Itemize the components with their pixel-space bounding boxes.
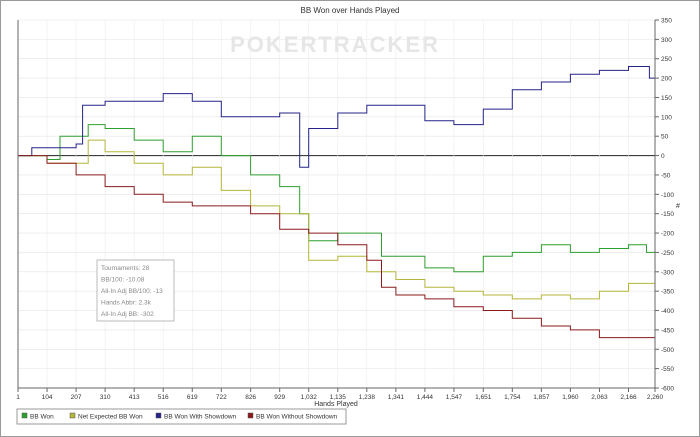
y-tick-label: -150 — [661, 211, 674, 218]
y-tick-label: -250 — [661, 250, 674, 257]
legend-label: BB Won Without Showdown — [256, 414, 338, 421]
stats-line: Hands Abbr: 2.3k — [101, 300, 152, 307]
stats-line: Tournaments: 28 — [101, 265, 150, 272]
x-tick-label: 619 — [187, 394, 198, 401]
x-tick-label: 1,547 — [446, 394, 463, 401]
y-tick-label: 350 — [661, 18, 672, 25]
x-tick-label: 2,063 — [591, 394, 608, 401]
y-tick-label: 150 — [661, 95, 672, 102]
y-tick-label: 50 — [661, 134, 669, 141]
x-tick-label: 722 — [216, 394, 227, 401]
legend-swatch — [247, 412, 254, 419]
stats-line: All-In Adj BB: -302 — [101, 311, 154, 318]
y-tick-label: 250 — [661, 56, 672, 63]
x-tick-label: 1,857 — [533, 394, 550, 401]
chart-title: BB Won over Hands Played — [300, 6, 399, 15]
y-tick-label: -350 — [661, 289, 674, 296]
x-tick-label: 2,166 — [620, 394, 637, 401]
x-tick-label: 1,032 — [301, 394, 318, 401]
y-tick-label: -50 — [661, 172, 671, 179]
x-tick-label: 516 — [158, 394, 169, 401]
y-tick-label: 100 — [661, 114, 672, 121]
stats-box-border — [96, 259, 175, 322]
y-tick-label: -200 — [661, 231, 674, 238]
stats-box: Tournaments: 28 BB/100: -10.08 All-In Adj … — [96, 259, 175, 322]
x-tick-label: 104 — [42, 394, 53, 401]
y-tick-label: -500 — [661, 347, 674, 354]
y-tick-label: -600 — [661, 386, 674, 393]
series-line-bb-won-without-showdown — [18, 155, 656, 339]
x-tick-label: 1,754 — [504, 394, 521, 401]
legend-border — [16, 408, 347, 425]
legend-label: BB Won — [30, 414, 54, 421]
series-line-net-expected-bb-won — [18, 139, 656, 300]
x-tick-label: 1,651 — [475, 394, 492, 401]
x-tick-label: 2,260 — [647, 394, 664, 401]
x-axis-label: Hands Played — [314, 401, 358, 408]
pokertracker-watermark: POKERTRACKER — [230, 32, 440, 57]
x-tick-label: 1,135 — [330, 394, 347, 401]
x-tick-label: 826 — [245, 394, 256, 401]
x-tick-label: 1,960 — [562, 394, 579, 401]
legend-swatch — [69, 412, 76, 419]
stats-line: BB/100: -10.08 — [101, 277, 145, 284]
series-line-bb-won — [18, 124, 656, 273]
legend-label: BB Won With Showdown — [164, 414, 237, 421]
y-tick-label: -300 — [661, 269, 674, 276]
legend-label: Net Expected BB Won — [78, 414, 143, 421]
x-tick-label: 929 — [274, 394, 285, 401]
x-tick-label: 1 — [16, 394, 20, 401]
y-tick-label: 300 — [661, 37, 672, 44]
y-tick-label: 0 — [661, 153, 665, 160]
legend-swatch — [21, 412, 28, 419]
y-tick-label: -100 — [661, 192, 674, 199]
y-tick-label: 200 — [661, 76, 672, 83]
x-tick-label: 1,238 — [359, 394, 376, 401]
legend-swatch — [155, 412, 162, 419]
y-tick-label: -450 — [661, 327, 674, 334]
x-tick-label: 1,341 — [388, 394, 405, 401]
x-tick-label: 1,444 — [417, 394, 434, 401]
series-line-bb-won-with-showdown — [18, 66, 655, 168]
x-tick-label: 413 — [129, 394, 140, 401]
y-tick-label: -400 — [661, 308, 674, 315]
y-tick-label: -550 — [661, 366, 674, 373]
x-tick-label: 207 — [71, 394, 82, 401]
y-axis-label: # — [676, 203, 680, 210]
x-tick-label: 310 — [100, 394, 111, 401]
stats-line: All-In Adj BB/100: -13 — [101, 288, 163, 295]
legend: BB Won Net Expected BB Won BB Won With Sho… — [16, 408, 347, 425]
